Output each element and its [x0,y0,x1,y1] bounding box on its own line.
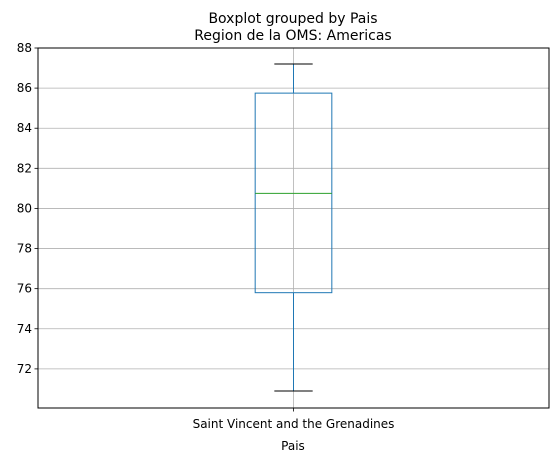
y-tick-label: 86 [17,81,32,95]
y-tick-label: 78 [17,242,32,256]
x-tick-label: Saint Vincent and the Grenadines [193,417,395,431]
y-tick-label: 72 [17,362,32,376]
y-tick-label: 76 [17,282,32,296]
y-tick-label: 88 [17,41,32,55]
y-tick-label: 74 [17,322,32,336]
x-axis-ticks: Saint Vincent and the Grenadines [193,408,395,431]
box-iqr [254,92,333,294]
y-axis-ticks: 72 74 76 78 80 82 84 86 88 [17,41,38,376]
chart-suptitle: Boxplot grouped by Pais [208,11,377,27]
y-tick-label: 84 [17,121,32,135]
chart-title: Region de la OMS: Americas [194,28,391,44]
y-tick-label: 80 [17,201,32,215]
box-layer [254,63,333,392]
y-tick-label: 82 [17,161,32,175]
x-axis-label: Pais [281,439,305,453]
